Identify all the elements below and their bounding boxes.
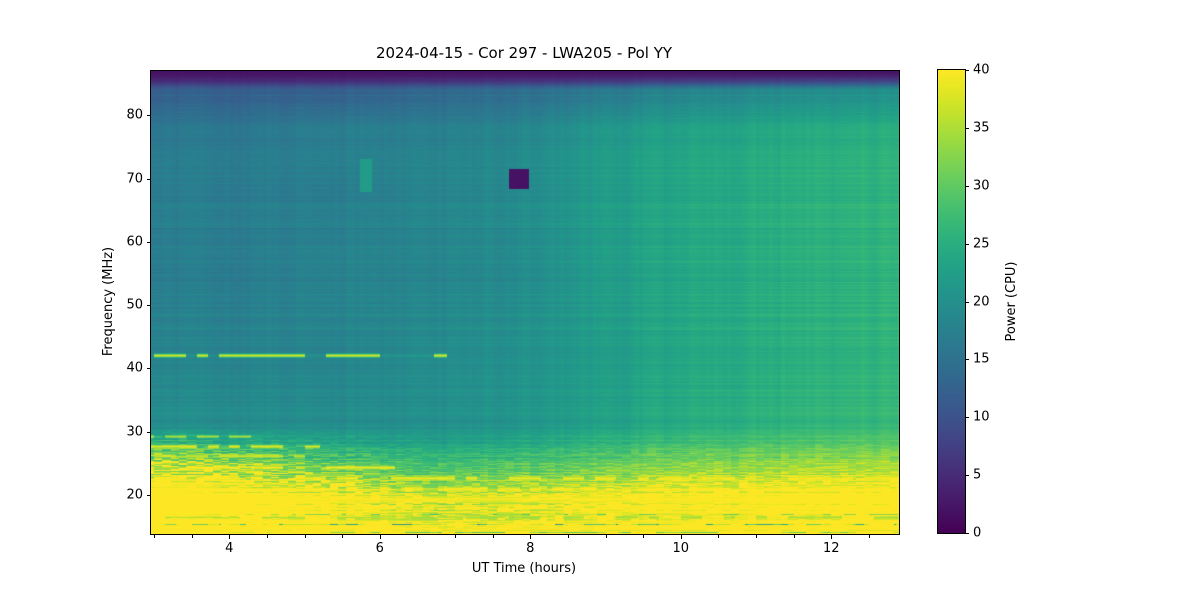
colorbar-tick-mark bbox=[965, 301, 969, 303]
y-tick-mark bbox=[147, 431, 151, 433]
x-tick-label: 4 bbox=[225, 541, 234, 556]
y-tick-label: 80 bbox=[126, 107, 143, 123]
x-tick-minor-mark bbox=[868, 535, 870, 538]
y-tick-mark bbox=[147, 241, 151, 243]
colorbar-tick-label: 0 bbox=[973, 525, 982, 541]
x-tick-minor-mark bbox=[455, 535, 457, 538]
x-tick-minor-mark bbox=[567, 535, 569, 538]
colorbar-tick-mark bbox=[965, 359, 969, 361]
colorbar-label: Power (CPU) bbox=[1004, 261, 1019, 342]
x-tick-mark bbox=[530, 535, 532, 539]
x-tick-minor-mark bbox=[266, 535, 268, 538]
y-tick-label: 50 bbox=[126, 297, 143, 313]
y-tick-label: 40 bbox=[126, 360, 143, 376]
y-axis-label: Frequency (MHz) bbox=[101, 246, 116, 357]
colorbar-tick-label: 10 bbox=[973, 409, 990, 425]
y-tick-label: 30 bbox=[126, 424, 143, 440]
x-tick-mark bbox=[680, 535, 682, 539]
x-tick-minor-mark bbox=[718, 535, 720, 538]
colorbar-tick-label: 25 bbox=[973, 236, 990, 252]
colorbar-tick-mark bbox=[965, 533, 969, 534]
spectrogram-image bbox=[151, 71, 899, 534]
x-tick-minor-mark bbox=[643, 535, 645, 538]
x-tick-label: 12 bbox=[822, 541, 840, 556]
x-tick-label: 8 bbox=[526, 541, 535, 556]
y-tick-label: 20 bbox=[126, 487, 143, 503]
x-tick-minor-mark bbox=[417, 535, 419, 538]
page-title: 2024-04-15 - Cor 297 - LWA205 - Pol YY bbox=[375, 44, 673, 62]
x-tick-minor-mark bbox=[342, 535, 344, 538]
colorbar-tick-label: 30 bbox=[973, 178, 990, 194]
colorbar-tick-label: 35 bbox=[973, 120, 990, 136]
colorbar-tick-label: 40 bbox=[973, 62, 990, 78]
y-tick-label: 70 bbox=[126, 171, 143, 187]
x-tick-minor-mark bbox=[304, 535, 306, 538]
colorbar-gradient bbox=[936, 68, 966, 534]
y-tick-mark bbox=[147, 305, 151, 307]
x-tick-minor-mark bbox=[605, 535, 607, 538]
y-tick-mark bbox=[147, 178, 151, 180]
colorbar-tick-mark bbox=[965, 70, 969, 71]
y-tick-mark bbox=[147, 368, 151, 370]
colorbar-tick-mark bbox=[965, 185, 969, 187]
x-tick-label: 6 bbox=[375, 541, 384, 556]
x-tick-minor-mark bbox=[154, 535, 155, 538]
colorbar: 0 5 10 15 20 25 30 35 40 bbox=[936, 63, 990, 541]
x-tick-minor-mark bbox=[492, 535, 494, 538]
colorbar-tick-mark bbox=[965, 475, 969, 477]
colorbar-tick-label: 15 bbox=[973, 351, 990, 367]
x-tick-mark bbox=[229, 535, 231, 539]
y-tick-label: 60 bbox=[126, 234, 143, 250]
y-tick-mark bbox=[147, 494, 151, 496]
colorbar-tick-label: 20 bbox=[973, 294, 990, 309]
x-tick-label: 10 bbox=[672, 541, 690, 556]
x-tick-minor-mark bbox=[793, 535, 795, 538]
x-tick-minor-mark bbox=[191, 535, 193, 538]
x-axis-label: UT Time (hours) bbox=[471, 561, 577, 576]
colorbar-tick-mark bbox=[965, 127, 969, 129]
x-tick-minor-mark bbox=[756, 535, 758, 538]
colorbar-tick-label: 5 bbox=[973, 467, 982, 483]
colorbar-tick-mark bbox=[965, 243, 969, 245]
x-tick-mark bbox=[379, 535, 381, 539]
colorbar-tick-mark bbox=[965, 417, 969, 419]
x-tick-mark bbox=[831, 535, 833, 539]
y-tick-mark bbox=[147, 115, 151, 117]
spectrogram-axes: 20 30 40 50 60 70 80 4 6 8 10 12 bbox=[126, 70, 900, 556]
